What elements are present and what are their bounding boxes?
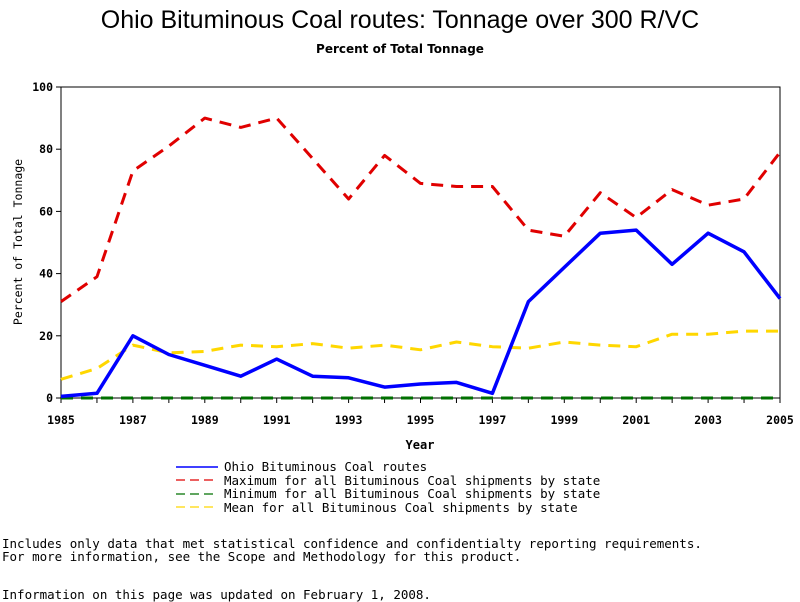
tick-labels: 0 20 40 60 80 100 1985 1987 1989 1991 1993 1995 1997…: [32, 80, 794, 427]
x-tick-label: 1987: [119, 413, 147, 427]
x-tick-label: 1989: [191, 413, 219, 427]
x-tick-label: 1997: [479, 413, 507, 427]
x-tick-label: 1991: [263, 413, 291, 427]
series-lines: [60, 116, 782, 400]
chart-title: Ohio Bituminous Coal routes: Tonnage ove…: [100, 6, 700, 34]
legend-swatch: [176, 506, 218, 508]
x-tick-label: 2005: [766, 413, 794, 427]
line-chart: 0 20 40 60 80 100 1985 1987 1989 1991 1993 1995 1997…: [11, 80, 794, 452]
y-tick-label: 80: [39, 142, 53, 156]
x-tick-label: 1985: [47, 413, 75, 427]
y-tick-label: 20: [39, 329, 53, 343]
note-methodology: For more information, see the Scope and …: [2, 549, 522, 564]
legend-swatch: [176, 493, 218, 495]
y-tick-label: 60: [39, 204, 53, 218]
legend-item: Maximum for all Bituminous Coal shipment…: [176, 472, 601, 488]
legend-label: Mean for all Bituminous Coal shipments b…: [224, 499, 578, 515]
y-tick-label: 0: [46, 391, 53, 405]
legend-item: Minimum for all Bituminous Coal shipment…: [176, 486, 601, 502]
legend-swatch: [176, 479, 218, 481]
note-updated: Information on this page was updated on …: [2, 587, 431, 602]
x-axis-label: Year: [406, 438, 435, 452]
x-tick-label: 1999: [550, 413, 578, 427]
y-tick-label: 40: [39, 267, 53, 281]
legend-label: Ohio Bituminous Coal routes: [224, 459, 428, 475]
series-line-3: [60, 329, 780, 381]
legend-swatch: [176, 465, 218, 468]
x-tick-label: 1995: [407, 413, 435, 427]
x-tick-label: 2001: [622, 413, 650, 427]
legend-label: Minimum for all Bituminous Coal shipment…: [224, 486, 601, 502]
x-tick-label: 1993: [335, 413, 363, 427]
chart-legend: Ohio Bituminous Coal routes Maximum for a…: [176, 459, 601, 515]
series-line-0: [60, 228, 782, 399]
legend-item: Ohio Bituminous Coal routes: [176, 459, 600, 475]
legend-item: Mean for all Bituminous Coal shipments b…: [176, 499, 600, 515]
plot-frame: [60, 86, 781, 399]
note-confidence: Includes only data that met statistical …: [2, 536, 702, 551]
x-tick-label: 2003: [694, 413, 722, 427]
legend-label: Maximum for all Bituminous Coal shipment…: [224, 472, 601, 488]
y-axis-label: Percent of Total Tonnage: [11, 159, 25, 325]
chart-subtitle: Percent of Total Tonnage: [316, 42, 484, 56]
series-line-1: [60, 116, 782, 303]
y-tick-label: 100: [32, 80, 53, 94]
axes: [56, 86, 781, 403]
